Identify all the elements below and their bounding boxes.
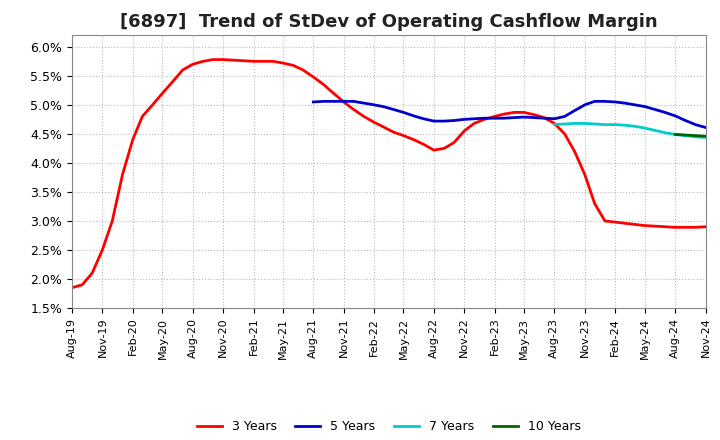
- Legend: 3 Years, 5 Years, 7 Years, 10 Years: 3 Years, 5 Years, 7 Years, 10 Years: [192, 415, 586, 438]
- Title: [6897]  Trend of StDev of Operating Cashflow Margin: [6897] Trend of StDev of Operating Cashf…: [120, 13, 657, 31]
